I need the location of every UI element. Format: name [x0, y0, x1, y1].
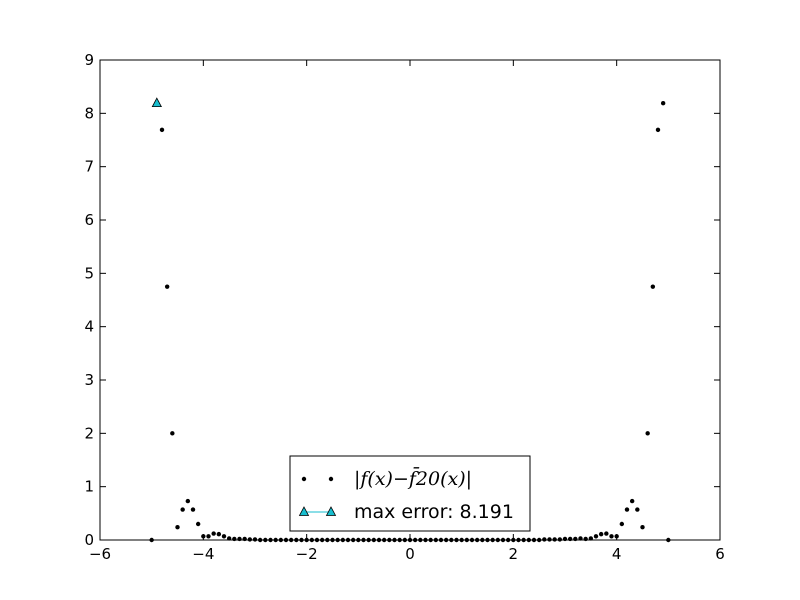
data-point: [629, 498, 635, 504]
y-tick-label: 7: [84, 158, 94, 176]
data-point: [614, 534, 619, 539]
data-point: [598, 531, 604, 537]
y-tick-label: 5: [84, 264, 94, 282]
legend-series-2-marker-b: [325, 506, 337, 516]
data-point: [542, 537, 547, 542]
x-tick-label: −6: [89, 545, 111, 563]
data-point: [609, 534, 614, 539]
legend-box: [289, 455, 531, 532]
data-point: [593, 534, 599, 539]
y-tick-label: 6: [84, 211, 94, 229]
y-tick-label: 8: [84, 104, 94, 122]
data-point: [180, 507, 185, 512]
data-point: [252, 537, 258, 542]
data-point: [164, 284, 170, 289]
y-tick-label: 9: [84, 51, 94, 69]
x-tick-label: 2: [509, 545, 519, 563]
data-point: [211, 531, 216, 536]
data-point: [655, 127, 661, 133]
legend-series-1-marker-b: [328, 476, 334, 482]
x-tick-label: 0: [405, 545, 415, 563]
legend-series-1-label: |f(x)−f̄20(x)|: [354, 466, 472, 490]
data-point: [604, 531, 609, 536]
legend-series-2-label: max error: 8.191: [354, 501, 514, 523]
data-point: [640, 525, 645, 530]
data-point: [645, 431, 650, 436]
data-point: [195, 521, 201, 527]
data-point: [190, 507, 196, 512]
x-tick-label: 6: [715, 545, 725, 563]
data-point: [185, 498, 191, 504]
data-point: [635, 507, 640, 512]
max-error-point: [151, 97, 162, 108]
data-point: [619, 521, 625, 527]
x-tick-label: 4: [612, 545, 622, 563]
data-point: [547, 537, 552, 542]
data-point: [159, 127, 165, 133]
plot-frame: [99, 59, 721, 541]
y-tick-label: 1: [84, 478, 94, 496]
y-tick-label: 4: [84, 318, 94, 336]
y-tick-label: 3: [84, 371, 94, 389]
data-point: [624, 507, 630, 512]
data-point: [221, 534, 227, 539]
data-point: [650, 284, 656, 289]
x-tick-label: −2: [296, 545, 318, 563]
legend: |f(x)−f̄20(x)| max error: 8.191: [289, 455, 531, 532]
data-point: [206, 534, 211, 539]
data-point: [557, 537, 563, 542]
x-tick-label: −4: [192, 545, 214, 563]
legend-series-2-marker-a: [298, 506, 310, 516]
data-point: [175, 525, 180, 530]
y-tick-label: 0: [84, 531, 94, 549]
y-tick-label: 2: [84, 424, 94, 442]
legend-series-1-marker-a: [301, 476, 307, 482]
data-point: [201, 534, 206, 539]
data-point: [660, 101, 666, 106]
data-point: [170, 431, 175, 436]
data-point: [216, 531, 222, 537]
data-point: [247, 537, 253, 542]
data-point: [552, 537, 557, 542]
